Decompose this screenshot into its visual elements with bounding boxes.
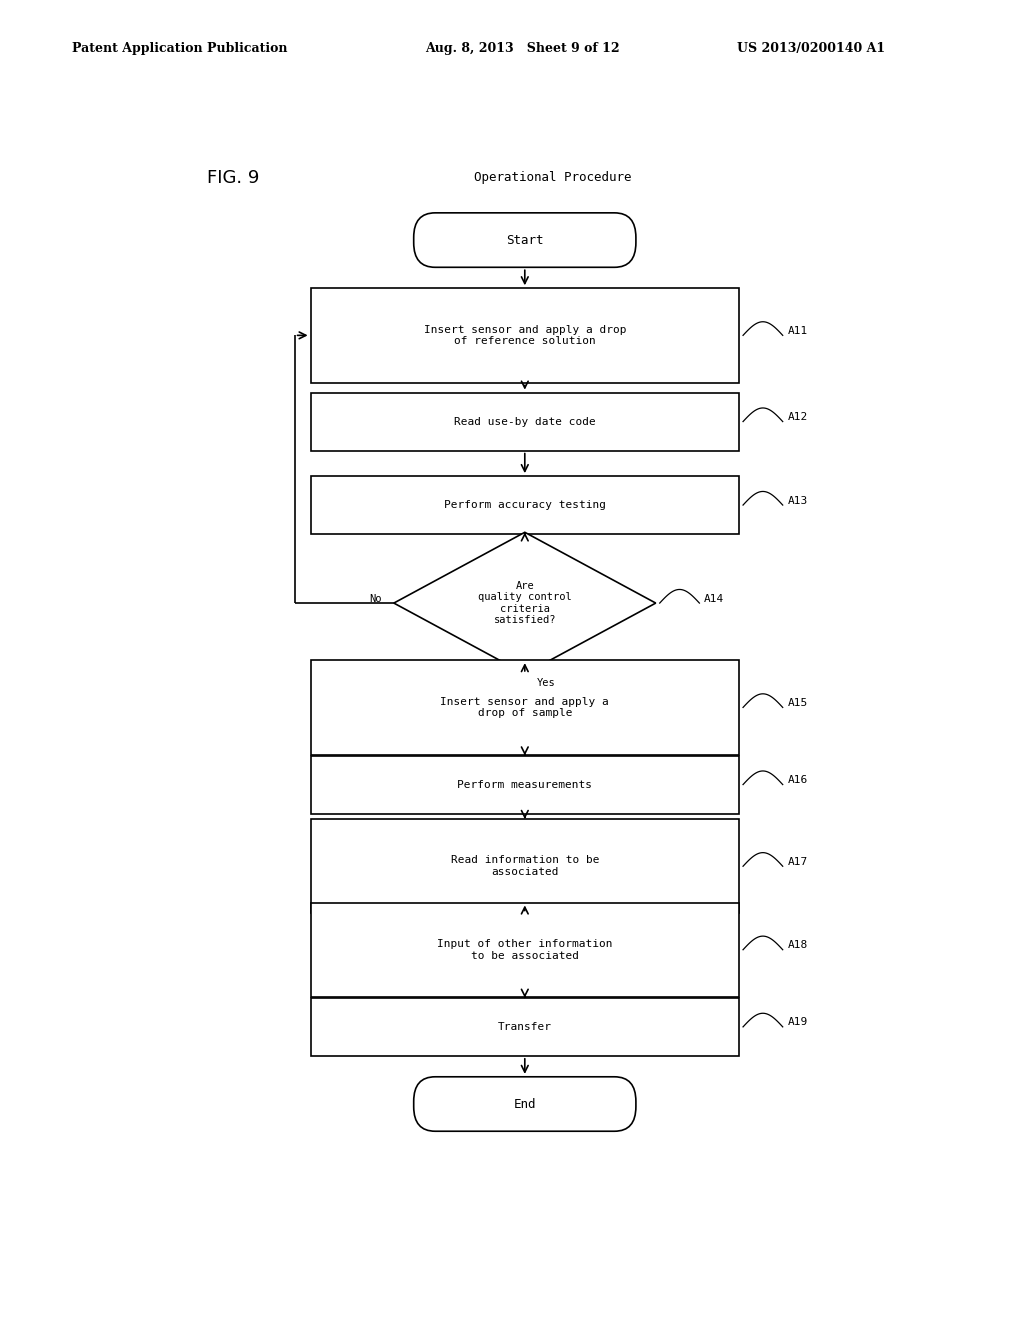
Text: Start: Start xyxy=(506,234,544,247)
Text: US 2013/0200140 A1: US 2013/0200140 A1 xyxy=(737,42,886,55)
Text: No: No xyxy=(370,594,382,603)
Text: A12: A12 xyxy=(787,412,808,422)
Text: A18: A18 xyxy=(787,940,808,950)
Bar xyxy=(310,477,739,535)
Text: Aug. 8, 2013   Sheet 9 of 12: Aug. 8, 2013 Sheet 9 of 12 xyxy=(425,42,620,55)
Text: Perform measurements: Perform measurements xyxy=(458,780,592,789)
Bar xyxy=(310,288,739,383)
Text: Are
quality control
criteria
satisfied?: Are quality control criteria satisfied? xyxy=(478,581,571,626)
FancyBboxPatch shape xyxy=(414,213,636,268)
Text: Read use-by date code: Read use-by date code xyxy=(454,417,596,426)
Text: Patent Application Publication: Patent Application Publication xyxy=(72,42,287,55)
Text: A17: A17 xyxy=(787,857,808,867)
Bar xyxy=(310,998,739,1056)
Bar xyxy=(310,903,739,997)
Bar xyxy=(310,392,739,450)
Text: Input of other information
to be associated: Input of other information to be associa… xyxy=(437,939,612,961)
Text: A13: A13 xyxy=(787,495,808,506)
Text: Perform accuracy testing: Perform accuracy testing xyxy=(443,500,606,510)
Text: Transfer: Transfer xyxy=(498,1022,552,1032)
Text: A19: A19 xyxy=(787,1018,808,1027)
Text: A11: A11 xyxy=(787,326,808,335)
Text: A16: A16 xyxy=(787,775,808,785)
Text: End: End xyxy=(514,1097,536,1110)
Bar xyxy=(310,818,739,913)
Text: Operational Procedure: Operational Procedure xyxy=(474,170,632,183)
Text: FIG. 9: FIG. 9 xyxy=(207,169,260,186)
Bar xyxy=(310,755,739,813)
Text: Insert sensor and apply a
drop of sample: Insert sensor and apply a drop of sample xyxy=(440,697,609,718)
Text: Read information to be
associated: Read information to be associated xyxy=(451,855,599,876)
Bar xyxy=(310,660,739,755)
Text: Yes: Yes xyxy=(537,678,555,689)
FancyBboxPatch shape xyxy=(414,1077,636,1131)
Polygon shape xyxy=(394,532,655,675)
Text: A14: A14 xyxy=(705,594,724,603)
Text: A15: A15 xyxy=(787,698,808,708)
Text: Insert sensor and apply a drop
of reference solution: Insert sensor and apply a drop of refere… xyxy=(424,325,626,346)
